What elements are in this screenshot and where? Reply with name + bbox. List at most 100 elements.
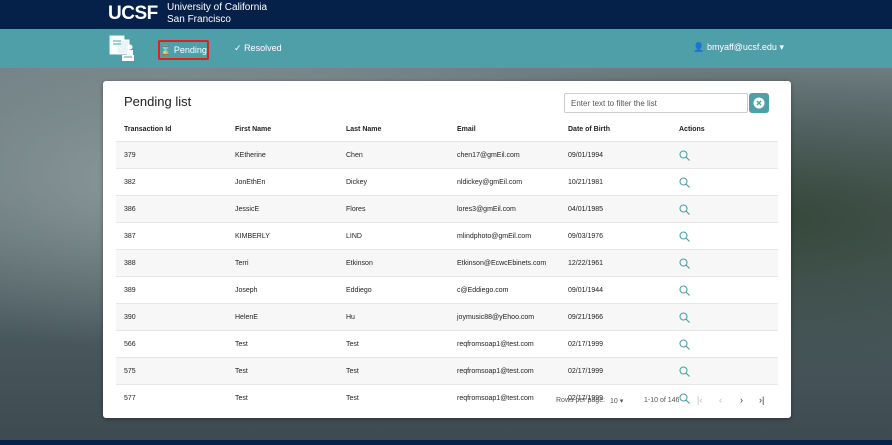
cell-actions	[671, 249, 778, 277]
table-row: 390 HelenE Hu joymusic88@yEhoo.com 09/21/196…	[116, 303, 778, 331]
user-menu[interactable]: 👤 bmyaff@ucsf.edu ▾	[693, 41, 784, 54]
cell-actions	[671, 222, 778, 250]
cell-transaction-id: 388	[116, 249, 227, 277]
cell-actions	[671, 276, 778, 304]
nav-bar: ⌛ Pending ✓ Resolved 👤 bmyaff@ucsf.edu ▾	[0, 29, 892, 68]
last-page-button[interactable]: ›|	[759, 395, 765, 405]
cell-date-of-birth: 09/01/1994	[560, 141, 671, 169]
cell-first-name: Terri	[227, 249, 338, 277]
view-details-search-icon[interactable]	[679, 230, 777, 242]
cell-actions	[671, 141, 778, 169]
cell-transaction-id: 386	[116, 195, 227, 223]
cell-actions	[671, 303, 778, 331]
page-title: Pending list	[124, 94, 192, 109]
cell-transaction-id: 387	[116, 222, 227, 250]
cell-transaction-id: 382	[116, 168, 227, 196]
cell-first-name: JessicE	[227, 195, 338, 223]
view-details-search-icon[interactable]	[679, 176, 777, 188]
column-header-actions: Actions	[679, 126, 705, 133]
cell-first-name: Test	[227, 384, 338, 411]
rows-per-page-value: 10	[610, 398, 618, 405]
caret-down-icon: ▾	[779, 42, 784, 52]
cell-email: mlindphoto@gmEil.com	[449, 222, 560, 250]
cell-last-name: Chen	[338, 141, 449, 169]
nav-pending-label: Pending	[173, 45, 207, 55]
cell-email: chen17@gmEil.com	[449, 141, 560, 169]
next-page-button[interactable]: ›	[740, 395, 743, 405]
double-check-icon: ✓	[234, 43, 242, 53]
column-header-first-name[interactable]: First Name	[235, 126, 272, 133]
column-header-email[interactable]: Email	[457, 126, 476, 133]
column-header-transaction-id[interactable]: Transaction Id	[124, 126, 172, 133]
table-row: 577 Test Test reqfromsoap1@test.com 02/17/19…	[116, 384, 778, 411]
filter-input[interactable]	[564, 93, 748, 113]
cell-date-of-birth: 04/01/1985	[560, 195, 671, 223]
user-icon: 👤	[693, 42, 705, 52]
cell-first-name: JonEthEn	[227, 168, 338, 196]
cell-first-name: KEtherine	[227, 141, 338, 169]
caret-down-icon: ▾	[619, 398, 624, 405]
cell-first-name: Test	[227, 357, 338, 385]
first-page-button[interactable]: |‹	[697, 395, 703, 405]
cell-transaction-id: 379	[116, 141, 227, 169]
footer-bar	[0, 440, 892, 445]
view-details-search-icon[interactable]	[679, 149, 777, 161]
cell-actions	[671, 195, 778, 223]
cell-transaction-id: 577	[116, 384, 227, 411]
table-row: 566 Test Test reqfromsoap1@test.com 02/17/19…	[116, 330, 778, 358]
cell-date-of-birth: 10/21/1981	[560, 168, 671, 196]
cell-last-name: LIND	[338, 222, 449, 250]
cell-transaction-id: 389	[116, 276, 227, 304]
view-details-search-icon[interactable]	[679, 257, 777, 269]
nav-resolved-label: Resolved	[244, 43, 282, 53]
rows-per-page-select[interactable]: 10 ▾	[610, 397, 623, 405]
cell-date-of-birth: 02/17/1999	[560, 330, 671, 358]
column-header-last-name[interactable]: Last Name	[346, 126, 382, 133]
cell-email: reqfromsoap1@test.com	[449, 384, 560, 411]
cell-email: nldickey@gmEil.com	[449, 168, 560, 196]
cell-email: joymusic88@yEhoo.com	[449, 303, 560, 331]
view-details-search-icon[interactable]	[679, 284, 777, 296]
cell-last-name: Flores	[338, 195, 449, 223]
cell-date-of-birth: 02/17/1999	[560, 384, 671, 411]
cell-email: Etkinson@EcwcEbinets.com	[449, 249, 560, 277]
view-details-search-icon[interactable]	[679, 338, 777, 350]
view-details-search-icon[interactable]	[679, 365, 777, 377]
app-logo-icon[interactable]	[108, 33, 136, 63]
table-row: 388 Terri Etkinson Etkinson@EcwcEbinets.com…	[116, 249, 778, 277]
cell-first-name: Test	[227, 330, 338, 358]
pending-table: Transaction Id First Name Last Name Emai…	[116, 118, 778, 411]
nav-resolved-tab[interactable]: ✓ Resolved	[234, 42, 282, 55]
table-row: 379 KEtherine Chen chen17@gmEil.com 09/01/19…	[116, 141, 778, 169]
cell-actions	[671, 168, 778, 196]
view-details-search-icon[interactable]	[679, 392, 777, 404]
top-bar: UCSF University of California San Franci…	[0, 0, 892, 29]
user-email: bmyaff@ucsf.edu	[706, 42, 777, 52]
cell-last-name: Test	[338, 357, 449, 385]
cell-last-name: Hu	[338, 303, 449, 331]
view-details-search-icon[interactable]	[679, 203, 777, 215]
pending-list-card: Pending list Transaction Id First Name L…	[103, 81, 791, 418]
view-details-search-icon[interactable]	[679, 311, 777, 323]
cell-transaction-id: 566	[116, 330, 227, 358]
column-header-date-of-birth[interactable]: Date of Birth	[568, 126, 610, 133]
cell-date-of-birth: 12/22/1961	[560, 249, 671, 277]
cell-last-name: Eddiego	[338, 276, 449, 304]
table-header-row: Transaction Id First Name Last Name Emai…	[116, 118, 778, 142]
cell-email: c@Eddiego.com	[449, 276, 560, 304]
cell-actions	[671, 357, 778, 385]
cell-date-of-birth: 09/03/1976	[560, 222, 671, 250]
clear-filter-button[interactable]	[749, 93, 769, 113]
previous-page-button[interactable]: ‹	[719, 395, 722, 405]
hourglass-icon: ⌛	[160, 45, 172, 55]
cell-email: reqfromsoap1@test.com	[449, 330, 560, 358]
university-line-2: San Francisco	[167, 14, 231, 25]
ucsf-logo[interactable]: UCSF	[108, 3, 158, 24]
university-line-1: University of California	[167, 2, 268, 13]
cell-last-name: Etkinson	[338, 249, 449, 277]
cell-first-name: HelenE	[227, 303, 338, 331]
cell-date-of-birth: 09/21/1966	[560, 303, 671, 331]
cell-email: reqfromsoap1@test.com	[449, 357, 560, 385]
nav-pending-tab[interactable]: ⌛ Pending	[158, 40, 209, 60]
close-circle-icon	[753, 97, 765, 109]
